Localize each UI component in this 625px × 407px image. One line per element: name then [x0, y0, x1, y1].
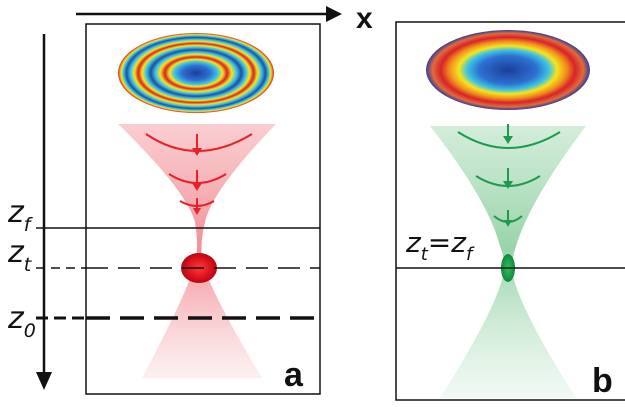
panel-b-frame — [395, 21, 625, 401]
panel-a-phase-pattern — [118, 33, 274, 113]
panel-a: zf zt z0 a — [7, 23, 321, 395]
plane-label-zf: zf — [7, 195, 34, 236]
panel-a-frame — [85, 23, 321, 395]
panel-a-wavefront-arrows — [192, 148, 202, 215]
panel-b-label: b — [592, 362, 613, 400]
plane-label-zt-equals-zf: zt=zf — [405, 226, 475, 265]
plane-label-zt: zt — [7, 235, 33, 276]
panel-b-phase-pattern — [426, 30, 590, 110]
x-axis-label: x — [356, 2, 373, 35]
x-axis: x — [76, 2, 373, 35]
panel-a-label: a — [284, 356, 304, 394]
panel-a-beam — [118, 124, 276, 378]
z-axis — [36, 34, 52, 390]
panel-b: zt=zf b — [395, 21, 625, 401]
panel-b-wavefront-arrows — [503, 136, 513, 227]
plane-label-z0: z0 — [7, 301, 36, 342]
